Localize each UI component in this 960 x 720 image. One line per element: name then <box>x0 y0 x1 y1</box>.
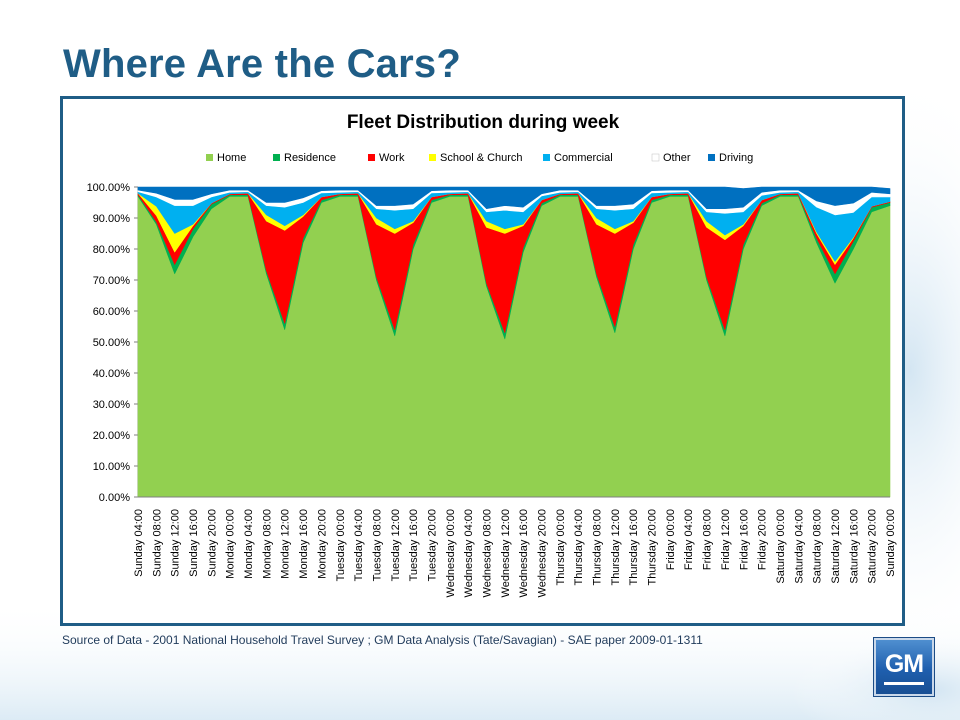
x-tick-label: Monday 12:00 <box>280 509 292 579</box>
x-tick-label: Saturday 16:00 <box>848 509 860 584</box>
area-series-driving <box>137 186 891 209</box>
x-tick-label: Friday 16:00 <box>738 509 750 570</box>
x-tick-label: Sunday 20:00 <box>206 509 218 577</box>
x-tick-label: Monday 20:00 <box>316 509 328 579</box>
x-tick-label: Thursday 08:00 <box>592 509 604 585</box>
legend-label-school-church: School & Church <box>440 152 523 164</box>
x-tick-label: Saturday 00:00 <box>775 509 787 584</box>
x-tick-label: Friday 00:00 <box>665 509 677 570</box>
chart-legend: Home Residence Work School & Church Commerci… <box>206 152 753 164</box>
chart-title: Fleet Distribution during week <box>347 112 620 133</box>
y-tick-label: 20.00% <box>93 430 131 442</box>
x-tick-label: Saturday 20:00 <box>867 509 879 584</box>
legend-label-driving: Driving <box>719 152 753 164</box>
x-tick-label: Friday 04:00 <box>683 509 695 570</box>
x-tick-label: Thursday 04:00 <box>573 509 585 585</box>
y-tick-label: 10.00% <box>93 461 131 473</box>
x-tick-label: Wednesday 00:00 <box>445 509 457 597</box>
x-tick-label: Thursday 12:00 <box>610 509 622 585</box>
x-tick-label: Friday 20:00 <box>757 509 769 570</box>
x-tick-label: Saturday 04:00 <box>793 509 805 584</box>
chart-frame: Fleet Distribution during week Home Resid… <box>60 96 905 626</box>
legend-label-home: Home <box>217 152 246 164</box>
x-tick-label: Monday 16:00 <box>298 509 310 579</box>
slide-title: Where Are the Cars? <box>63 42 461 86</box>
x-tick-label: Thursday 20:00 <box>647 509 659 585</box>
legend-swatch-driving <box>708 154 715 161</box>
x-tick-label: Sunday 08:00 <box>151 509 163 577</box>
x-tick-label: Wednesday 20:00 <box>537 509 549 597</box>
source-note: Source of Data - 2001 National Household… <box>62 633 703 647</box>
legend-label-other: Other <box>663 152 691 164</box>
x-tick-label: Friday 12:00 <box>720 509 732 570</box>
legend-swatch-other <box>651 153 660 162</box>
x-tick-label: Wednesday 04:00 <box>463 509 475 597</box>
x-tick-label: Tuesday 04:00 <box>353 509 365 581</box>
y-tick-label: 100.00% <box>87 182 131 194</box>
gm-logo-text: GM <box>884 650 924 678</box>
x-tick-label: Sunday 12:00 <box>170 509 182 577</box>
x-tick-label: Saturday 12:00 <box>830 509 842 584</box>
x-tick-label: Friday 08:00 <box>702 509 714 570</box>
legend-swatch-residence <box>273 154 280 161</box>
gm-logo: GM <box>874 638 934 696</box>
x-tick-label: Wednesday 16:00 <box>518 509 530 597</box>
x-tick-label: Monday 04:00 <box>243 509 255 579</box>
x-tick-label: Wednesday 12:00 <box>500 509 512 597</box>
y-tick-label: 70.00% <box>93 275 131 287</box>
legend-label-commercial: Commercial <box>554 152 613 164</box>
x-tick-label: Tuesday 12:00 <box>390 509 402 581</box>
x-tick-label: Monday 00:00 <box>225 509 237 579</box>
y-tick-label: 50.00% <box>93 337 131 349</box>
y-tick-label: 30.00% <box>93 399 131 411</box>
x-tick-label: Tuesday 20:00 <box>426 509 438 581</box>
x-tick-label: Wednesday 08:00 <box>481 509 493 597</box>
x-tick-label: Thursday 00:00 <box>555 509 567 585</box>
x-tick-label: Saturday 08:00 <box>812 509 824 584</box>
x-tick-label: Monday 08:00 <box>261 509 273 579</box>
x-tick-label: Tuesday 16:00 <box>408 509 420 581</box>
legend-swatch-school-church <box>429 154 436 161</box>
x-tick-label: Tuesday 00:00 <box>335 509 347 581</box>
y-tick-label: 90.00% <box>93 213 131 225</box>
y-tick-label: 80.00% <box>93 244 131 256</box>
y-tick-label: 60.00% <box>93 306 131 318</box>
y-axis: 0.00% 10.00% 20.00% 30.00% 40.00% 50.00% 60.00… <box>87 182 139 504</box>
x-axis: Sunday 04:00 Sunday 08:00 Sunday 12:00 Sund… <box>133 496 897 597</box>
x-tick-label: Thursday 16:00 <box>628 509 640 585</box>
y-tick-label: 40.00% <box>93 368 131 380</box>
plot-area <box>137 186 891 498</box>
x-tick-label: Sunday 04:00 <box>133 509 145 577</box>
fleet-distribution-chart: Fleet Distribution during week Home Resid… <box>87 112 897 597</box>
gm-logo-underline <box>884 682 924 685</box>
x-tick-label: Sunday 16:00 <box>188 509 200 577</box>
legend-swatch-work <box>368 154 375 161</box>
legend-swatch-home <box>206 154 213 161</box>
x-tick-label: Sunday 00:00 <box>885 509 897 577</box>
x-tick-label: Tuesday 08:00 <box>371 509 383 581</box>
legend-label-work: Work <box>379 152 405 164</box>
legend-swatch-commercial <box>543 154 550 161</box>
legend-label-residence: Residence <box>284 152 336 164</box>
y-tick-label: 0.00% <box>99 492 130 504</box>
